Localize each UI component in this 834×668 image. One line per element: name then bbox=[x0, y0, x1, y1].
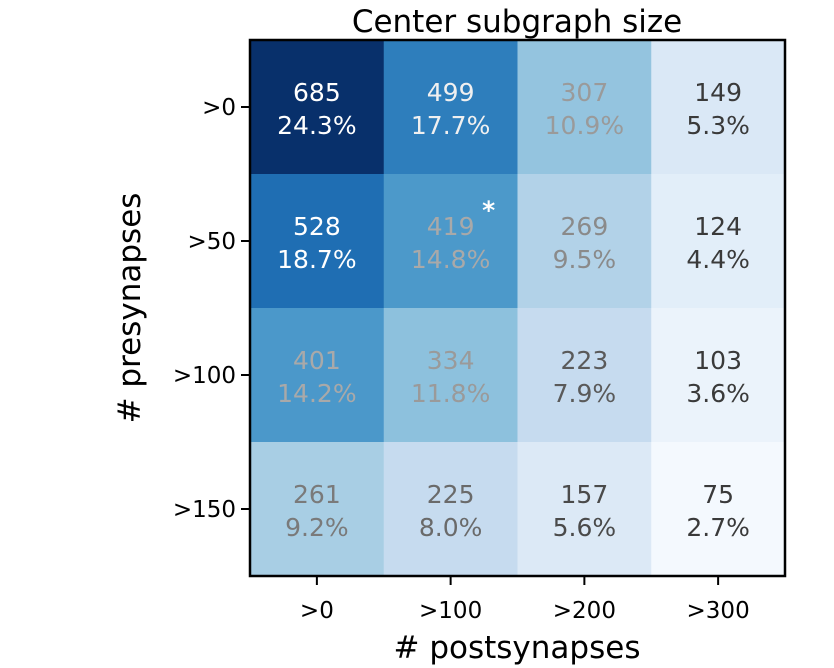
heatmap-cell-r2-c1 bbox=[383, 308, 518, 443]
heatmap-cell-r3-c1 bbox=[383, 442, 518, 577]
y-tick-label: >0 bbox=[202, 95, 236, 121]
cell-count-label: 419 bbox=[427, 212, 475, 241]
cell-percent-label: 3.6% bbox=[686, 379, 750, 408]
cell-count-label: 261 bbox=[293, 480, 341, 509]
heatmap-cell-r1-c0 bbox=[250, 174, 385, 309]
cell-count-label: 269 bbox=[561, 212, 609, 241]
cell-percent-label: 17.7% bbox=[411, 111, 490, 140]
x-tick-label: >0 bbox=[300, 598, 334, 624]
heatmap-cell-r1-c3 bbox=[651, 174, 786, 309]
y-axis-label: # presynapses bbox=[112, 193, 148, 424]
cell-percent-label: 2.7% bbox=[686, 513, 750, 542]
cell-count-label: 149 bbox=[694, 78, 742, 107]
cell-count-label: 157 bbox=[561, 480, 609, 509]
cell-percent-label: 7.9% bbox=[553, 379, 617, 408]
chart-title: Center subgraph size bbox=[352, 4, 682, 40]
cell-percent-label: 5.3% bbox=[686, 111, 750, 140]
heatmap-cell-r0-c3 bbox=[651, 40, 786, 175]
heatmap-cell-r2-c3 bbox=[651, 308, 786, 443]
cell-percent-label: 14.2% bbox=[277, 379, 356, 408]
heatmap-cell-r3-c2 bbox=[517, 442, 652, 577]
cell-count-label: 75 bbox=[702, 480, 734, 509]
plot-frame bbox=[248, 38, 787, 578]
cell-percent-label: 8.0% bbox=[419, 513, 483, 542]
x-axis-ticks: >0 >100 >200 >300 bbox=[300, 576, 750, 624]
cell-count-label: 401 bbox=[293, 346, 341, 375]
cell-count-label: 124 bbox=[694, 212, 742, 241]
heatmap-cells bbox=[250, 40, 786, 577]
y-axis-ticks: >0 >50 >100 >150 bbox=[173, 95, 250, 523]
heatmap-cell-r0-c1 bbox=[383, 40, 518, 175]
cell-percent-label: 10.9% bbox=[545, 111, 624, 140]
heatmap-cell-r1-c2 bbox=[517, 174, 652, 309]
x-tick-label: >100 bbox=[419, 598, 482, 624]
cell-count-label: 528 bbox=[293, 212, 341, 241]
cell-percent-label: 14.8% bbox=[411, 245, 490, 274]
cell-count-label: 307 bbox=[561, 78, 609, 107]
cell-percent-label: 9.2% bbox=[285, 513, 349, 542]
y-tick-label: >100 bbox=[173, 363, 236, 389]
heatmap-cell-r3-c3 bbox=[651, 442, 786, 577]
x-tick-label: >300 bbox=[687, 598, 750, 624]
cell-percent-label: 4.4% bbox=[686, 245, 750, 274]
x-axis-label: # postsynapses bbox=[394, 630, 641, 666]
heatmap-cell-r0-c2 bbox=[517, 40, 652, 175]
x-tick-label: >200 bbox=[553, 598, 616, 624]
cell-count-label: 685 bbox=[293, 78, 341, 107]
cell-count-label: 334 bbox=[427, 346, 475, 375]
cell-percent-label: 11.8% bbox=[411, 379, 490, 408]
heatmap-cell-r1-c1 bbox=[383, 174, 518, 309]
cell-count-label: 223 bbox=[561, 346, 609, 375]
y-tick-label: >50 bbox=[187, 229, 236, 255]
heatmap-cell-r3-c0 bbox=[250, 442, 385, 577]
heatmap-cell-r2-c0 bbox=[250, 308, 385, 443]
heatmap-cell-r2-c2 bbox=[517, 308, 652, 443]
significance-marker: * bbox=[482, 196, 495, 225]
cell-percent-label: 5.6% bbox=[553, 513, 617, 542]
cell-count-label: 499 bbox=[427, 78, 475, 107]
y-tick-label: >150 bbox=[173, 497, 236, 523]
heatmap-cell-r0-c0 bbox=[250, 40, 385, 175]
cell-percent-label: 24.3% bbox=[277, 111, 356, 140]
cell-count-label: 225 bbox=[427, 480, 475, 509]
cell-percent-label: 18.7% bbox=[277, 245, 356, 274]
cell-percent-label: 9.5% bbox=[553, 245, 617, 274]
cell-count-label: 103 bbox=[694, 346, 742, 375]
cell-labels: 685 24.3% 499 17.7% 307 10.9% 149 5.3% 528 18.7% 4… bbox=[277, 78, 750, 542]
